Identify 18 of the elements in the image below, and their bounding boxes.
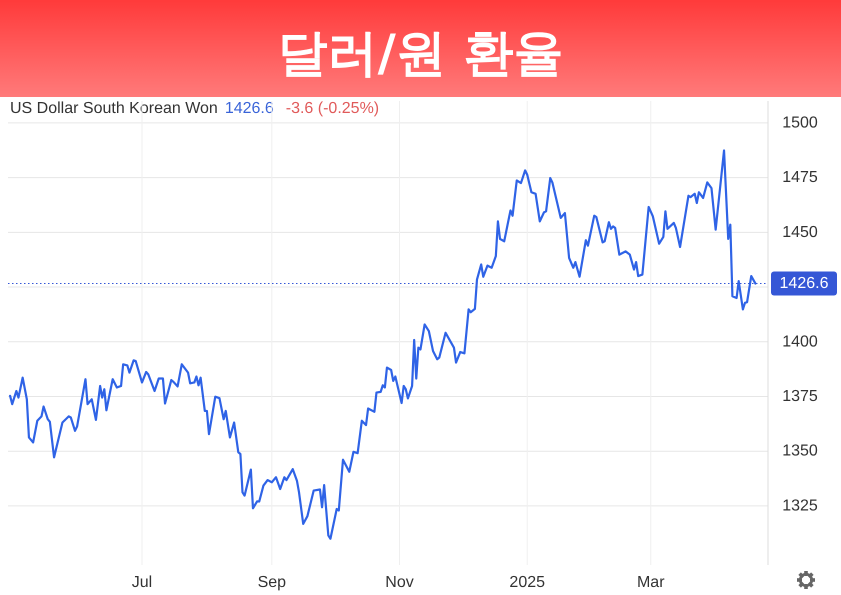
x-tick-label: Sep <box>258 574 286 591</box>
x-tick-label: 2025 <box>509 574 546 591</box>
y-tick-label: 1475 <box>782 169 818 186</box>
x-tick-label: Mar <box>636 574 666 591</box>
y-tick-label: 1350 <box>782 442 818 460</box>
chart-subtitle: US Dollar South Korean Won <box>10 100 218 117</box>
x-tick-label: Jul <box>132 574 152 591</box>
annotation: -3.6 (-0.25%) <box>286 100 380 117</box>
x-tick-label: Nov <box>385 574 414 591</box>
y-tick-label: 1500 <box>782 114 818 132</box>
annotation: 1426.6 <box>224 100 274 117</box>
chart-title: 달러/원 환율 <box>278 24 564 82</box>
y-tick-label: 1375 <box>782 388 818 405</box>
line-series <box>8 149 757 540</box>
ref-line-label: 1426.6 <box>780 275 829 292</box>
y-tick-label: 1400 <box>782 333 818 350</box>
y-tick-label: 1325 <box>782 497 818 514</box>
y-tick-label: 1450 <box>782 224 818 241</box>
